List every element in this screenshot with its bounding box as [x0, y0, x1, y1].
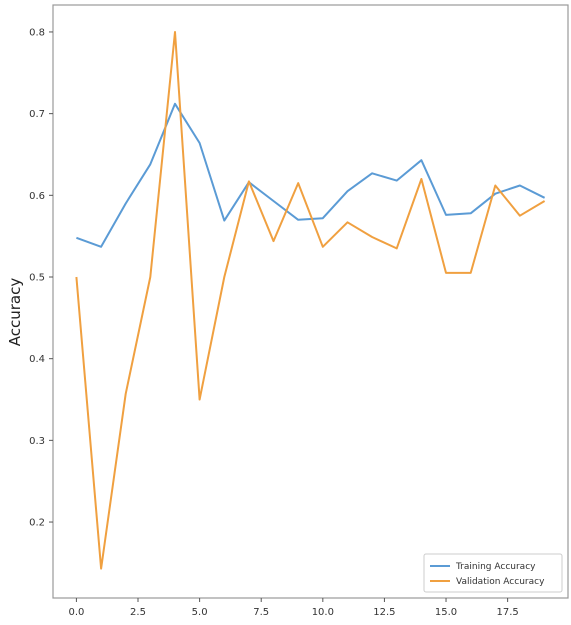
x-tick-label: 17.5 — [496, 607, 518, 618]
x-tick-label: 2.5 — [130, 607, 146, 618]
y-tick-label: 0.3 — [29, 436, 45, 447]
validation-accuracy-line — [75, 31, 546, 570]
legend-label: Training Accuracy — [455, 562, 536, 572]
y-axis-label: Accuracy — [6, 278, 24, 347]
y-tick-label: 0.5 — [29, 272, 45, 283]
y-tick-label: 0.2 — [29, 518, 45, 529]
y-tick-label: 0.6 — [29, 191, 45, 202]
x-tick-label: 7.5 — [253, 607, 269, 618]
x-tick-label: 0.0 — [68, 607, 84, 618]
y-tick-label: 0.7 — [29, 109, 45, 120]
x-tick-label: 12.5 — [373, 607, 395, 618]
y-tick-label: 0.8 — [29, 27, 45, 38]
y-tick-label: 0.4 — [29, 354, 45, 365]
legend-label: Validation Accuracy — [456, 577, 545, 587]
x-tick-label: 5.0 — [192, 607, 208, 618]
x-tick-label: 15.0 — [435, 607, 457, 618]
training-accuracy-line — [76, 102, 546, 248]
plot-frame — [52, 4, 569, 599]
x-tick-label: 10.0 — [312, 607, 334, 618]
legend-box — [423, 553, 563, 593]
